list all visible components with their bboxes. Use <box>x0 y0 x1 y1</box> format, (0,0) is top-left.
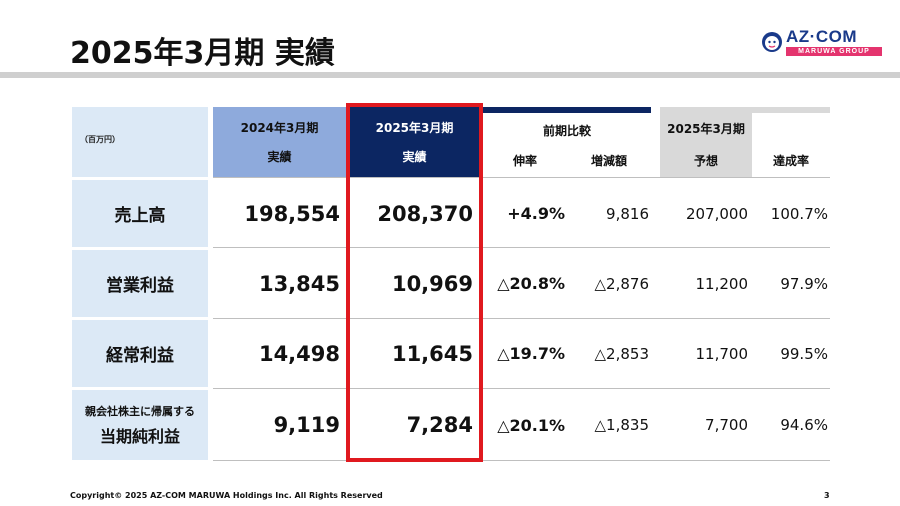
achieve-value-operating: 97.9% <box>780 274 828 293</box>
forecast-value-ordinary: 11,700 <box>695 344 749 363</box>
row-label-net-line2: 当期純利益 <box>99 427 180 446</box>
row-label-ordinary: 経常利益 <box>72 320 208 387</box>
row-divider <box>213 177 830 178</box>
logo-brand-text: AZ·COM <box>786 27 857 46</box>
growth-value-sales: +4.9% <box>507 204 565 223</box>
row-divider <box>213 460 830 461</box>
cur-value-operating: 10,969 <box>391 271 473 296</box>
prev-actual-label: 実績 <box>267 150 292 164</box>
diff-value-sales: 9,816 <box>606 204 649 223</box>
cur-value-net: 7,284 <box>406 413 473 437</box>
growth-header: 伸率 <box>483 145 567 175</box>
cur-actual-header: 実績 <box>350 142 479 177</box>
prev-value-sales: 198,554 <box>244 201 340 226</box>
cur-period-label: 2025年3月期 <box>375 121 454 135</box>
growth-value-operating: △20.8% <box>497 274 565 293</box>
prev-period-header: 2024年3月期 <box>213 107 346 142</box>
diff-value-net: △1,835 <box>594 416 649 434</box>
forecast-top-bar <box>660 107 830 113</box>
compare-label: 前期比較 <box>542 123 591 138</box>
cur-value-sales: 208,370 <box>377 201 473 226</box>
logo-group-text: MARUWA GROUP <box>786 47 882 56</box>
compare-header: 前期比較 <box>483 116 651 144</box>
achieve-value-sales: 100.7% <box>770 204 828 223</box>
achieve-header: 達成率 <box>752 145 830 175</box>
copyright-text: Copyright© 2025 AZ-COM MARUWA Holdings I… <box>70 491 383 500</box>
row-divider <box>213 318 830 319</box>
row-label-sales: 売上高 <box>72 180 208 247</box>
growth-value-net: △20.1% <box>497 415 565 435</box>
compare-top-bar <box>483 107 651 113</box>
achieve-value-net: 94.6% <box>780 416 828 434</box>
cur-value-ordinary: 11,645 <box>391 341 473 366</box>
growth-value-ordinary: △19.7% <box>497 344 565 363</box>
prev-value-net: 9,119 <box>273 413 340 437</box>
forecast-value-operating: 11,200 <box>695 274 749 293</box>
diff-label: 増減額 <box>590 153 627 168</box>
page-number: 3 <box>824 491 830 500</box>
achieve-value-ordinary: 99.5% <box>780 344 828 363</box>
prev-value-operating: 13,845 <box>258 271 340 296</box>
forecast-header: 予想 <box>660 144 752 177</box>
page-title: 2025年3月期 実績 <box>70 36 335 71</box>
forecast-period-label: 2025年3月期 <box>667 122 745 136</box>
row-label-net-line1: 親会社株主に帰属する <box>85 405 195 418</box>
growth-label: 伸率 <box>512 153 537 168</box>
forecast-value-net: 7,700 <box>705 416 748 434</box>
title-divider <box>0 72 900 78</box>
forecast-period-header: 2025年3月期 <box>660 113 752 144</box>
achieve-label: 達成率 <box>772 153 809 168</box>
mascot-icon <box>762 32 782 52</box>
row-divider <box>213 247 830 248</box>
forecast-value-sales: 207,000 <box>685 204 748 223</box>
diff-value-operating: △2,876 <box>594 274 649 293</box>
diff-header: 増減額 <box>567 145 651 175</box>
unit-label: （百万円） <box>80 135 120 144</box>
prev-period-label: 2024年3月期 <box>240 121 319 135</box>
current-year-highlight <box>346 103 483 462</box>
row-label-operating: 営業利益 <box>72 250 208 317</box>
company-logo: AZ·COM MARUWA GROUP <box>760 27 882 58</box>
cur-actual-label: 実績 <box>402 150 427 164</box>
forecast-label: 予想 <box>693 154 718 168</box>
cur-period-header: 2025年3月期 <box>350 107 479 142</box>
prev-value-ordinary: 14,498 <box>258 341 340 366</box>
unit-header-cell <box>72 107 208 177</box>
prev-actual-header: 実績 <box>213 142 346 177</box>
row-label-net: 親会社株主に帰属する 当期純利益 <box>72 390 208 460</box>
row-divider <box>213 388 830 389</box>
diff-value-ordinary: △2,853 <box>594 344 649 363</box>
